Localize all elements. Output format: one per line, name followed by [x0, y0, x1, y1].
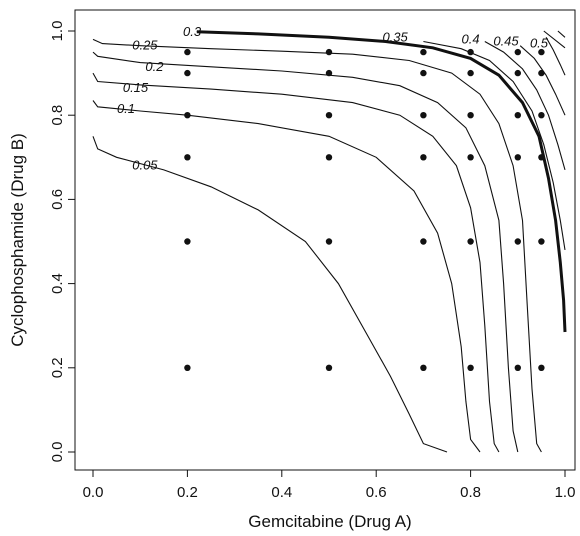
design-point	[184, 154, 191, 161]
x-tick-label: 0.4	[271, 484, 292, 501]
design-point	[538, 238, 545, 245]
y-tick-label: 0.2	[49, 357, 66, 378]
contour-line-0.4	[484, 41, 566, 171]
y-tick-label: 0.8	[49, 105, 66, 126]
design-point	[325, 238, 333, 245]
design-point	[325, 48, 333, 56]
contour-label-0.5: 0.5	[530, 36, 549, 51]
design-point	[325, 364, 333, 371]
y-axis: 0.0 0.2 0.4 0.6 0.8 1.0	[49, 21, 76, 463]
design-point	[184, 364, 191, 371]
contour-line-0.05	[92, 136, 448, 453]
x-tick-label: 0.0	[83, 484, 104, 501]
design-point	[420, 48, 427, 56]
design-point	[514, 238, 521, 245]
contour-line-extra-11	[557, 30, 566, 38]
x-tick-label: 0.8	[460, 484, 481, 501]
contour-line-0.15	[92, 72, 500, 453]
contour-label-0.25: 0.25	[132, 38, 158, 53]
design-point	[467, 48, 474, 56]
design-point	[420, 238, 427, 245]
design-point	[514, 154, 521, 161]
design-point	[514, 69, 521, 77]
x-axis: 0.0 0.2 0.4 0.6 0.8 1.0	[83, 469, 576, 501]
design-point	[184, 69, 191, 77]
design-point	[514, 364, 521, 371]
x-tick-label: 0.6	[366, 484, 387, 501]
y-tick-label: 0.6	[49, 189, 66, 210]
y-tick-label: 1.0	[49, 21, 66, 42]
design-point	[420, 364, 427, 371]
design-point	[420, 154, 427, 161]
design-point	[184, 112, 191, 119]
contour-line-extra-10	[543, 30, 566, 49]
contour-label-0.1: 0.1	[117, 101, 135, 116]
contour-label-0.05: 0.05	[132, 158, 158, 173]
y-tick-label: 0.0	[49, 442, 66, 463]
design-point	[514, 48, 521, 56]
contour-label-0.45: 0.45	[493, 34, 519, 49]
design-point	[325, 112, 333, 119]
design-point	[184, 238, 191, 245]
contour-lines	[92, 30, 567, 453]
design-point	[538, 112, 545, 119]
design-point	[514, 112, 521, 119]
contour-line-0.5	[545, 37, 566, 76]
contour-labels: 0.05 0.1 0.15 0.2 0.25 0.3 0.35 0.4 0.45 0.5	[117, 24, 549, 173]
design-point	[467, 364, 474, 371]
design-point	[467, 238, 474, 245]
design-point	[538, 69, 545, 77]
design-point	[467, 112, 474, 119]
x-axis-title: Gemcitabine (Drug A)	[248, 512, 411, 531]
design-point	[325, 154, 333, 161]
contour-line-0.45	[519, 45, 566, 116]
design-point	[538, 364, 545, 371]
design-point	[420, 69, 427, 77]
x-tick-label: 1.0	[555, 484, 576, 501]
x-tick-label: 0.2	[177, 484, 198, 501]
contour-label-0.4: 0.4	[462, 31, 480, 46]
contour-line-0.2	[92, 51, 519, 453]
design-point	[420, 112, 427, 119]
design-point	[538, 48, 545, 56]
contour-label-0.3: 0.3	[183, 24, 202, 39]
contour-line-0.25	[92, 38, 542, 453]
contour-label-0.2: 0.2	[145, 59, 164, 74]
y-tick-label: 0.4	[49, 273, 66, 294]
y-axis-title: Cyclophosphamide (Drug B)	[8, 133, 27, 347]
design-point	[467, 154, 474, 161]
design-point	[538, 154, 545, 161]
contour-line-0.3	[196, 30, 567, 333]
design-points	[184, 48, 545, 371]
contour-line-0.1	[92, 100, 481, 453]
contour-label-0.15: 0.15	[123, 80, 149, 95]
design-point	[325, 69, 333, 77]
contour-label-0.35: 0.35	[382, 29, 408, 44]
design-point	[467, 69, 474, 77]
design-point	[184, 48, 191, 56]
